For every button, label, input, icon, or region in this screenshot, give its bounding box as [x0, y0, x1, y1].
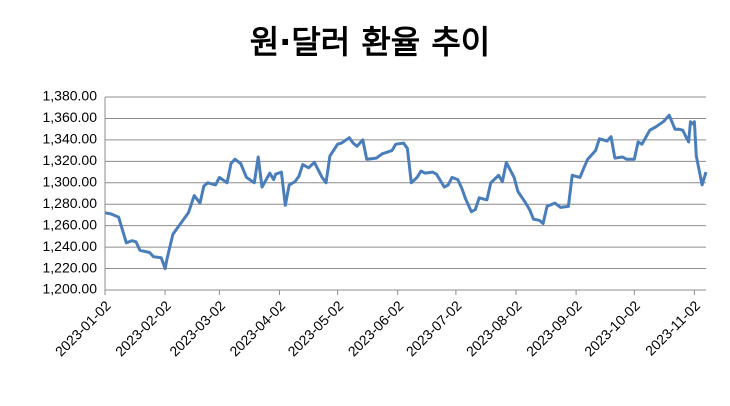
- y-tick-label: 1,280.00: [43, 195, 98, 211]
- x-tick-label: 2023-04-02: [226, 297, 288, 359]
- y-tick-label: 1,300.00: [43, 173, 98, 189]
- series-line: [104, 113, 708, 271]
- chart-title: 원·달러 환율 추이: [250, 23, 491, 61]
- y-tick-label: 1,240.00: [43, 238, 98, 254]
- x-tick-label: 2023-06-02: [345, 297, 407, 359]
- y-tick-label: 1,200.00: [43, 281, 98, 297]
- y-tick-label: 1,260.00: [43, 216, 98, 232]
- x-tick-label: 2023-09-02: [523, 297, 585, 359]
- y-tick-label: 1,340.00: [43, 131, 98, 147]
- y-tick-label: 1,380.00: [43, 88, 98, 104]
- x-tick-label: 2023-05-02: [284, 297, 346, 359]
- y-tick-label: 1,360.00: [43, 109, 98, 125]
- x-tick-label: 2023-03-02: [166, 297, 228, 359]
- x-tick-label: 2023-02-02: [112, 297, 174, 359]
- x-tick-label: 2023-01-02: [52, 297, 114, 359]
- x-tick-label: 2023-07-02: [403, 297, 465, 359]
- x-tick-label: 2023-10-02: [581, 297, 643, 359]
- y-tick-label: 1,220.00: [43, 259, 98, 275]
- y-tick-label: 1,320.00: [43, 152, 98, 168]
- x-tick-label: 2023-08-02: [463, 297, 525, 359]
- x-tick-label: 2023-11-02: [642, 297, 703, 358]
